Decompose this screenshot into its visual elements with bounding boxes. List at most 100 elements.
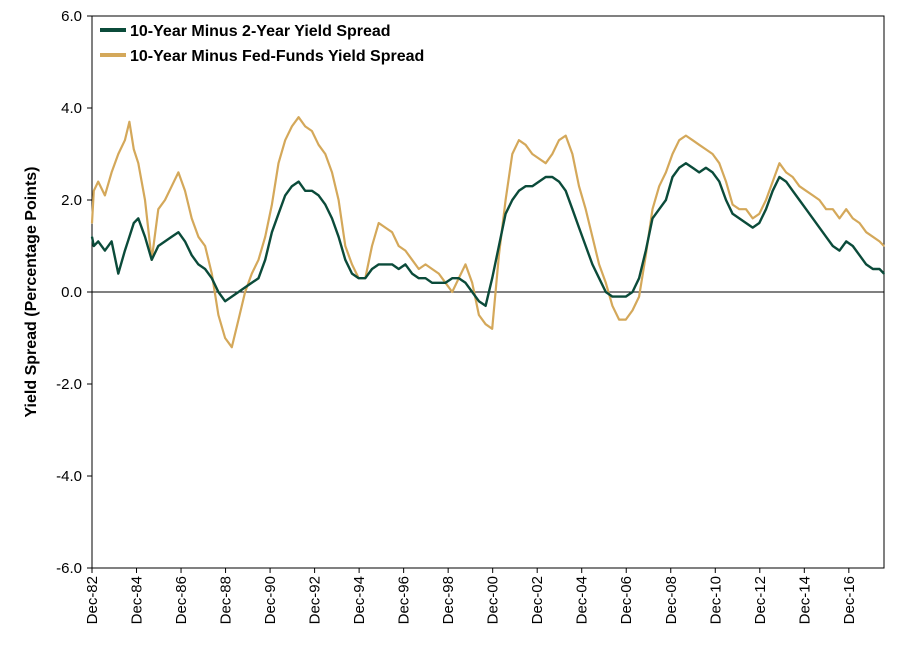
data-point [93, 190, 95, 192]
data-point [785, 180, 787, 183]
data-point [371, 245, 373, 247]
data-point [745, 222, 747, 224]
data-point [538, 180, 540, 183]
x-tick-label: Dec-14 [796, 576, 813, 624]
data-point [818, 226, 821, 229]
x-tick-label: Dec-10 [707, 576, 724, 624]
data-point [825, 208, 827, 210]
data-point [177, 171, 180, 174]
data-point [738, 217, 741, 220]
data-point [671, 176, 674, 178]
data-point [751, 226, 754, 229]
data-point [304, 190, 307, 192]
data-point [658, 208, 660, 210]
data-point [812, 194, 814, 197]
data-point [344, 245, 347, 247]
data-point [438, 272, 440, 275]
data-point [431, 282, 433, 284]
data-point [638, 295, 640, 298]
data-point [524, 185, 527, 187]
data-point [397, 245, 400, 247]
data-point [705, 148, 707, 151]
x-tick-label: Dec-08 [663, 576, 680, 624]
data-point [93, 245, 95, 247]
data-point [197, 263, 200, 266]
data-point [211, 277, 213, 280]
y-tick-label: 2.0 [61, 192, 82, 209]
data-point [251, 282, 253, 284]
data-point [304, 125, 307, 128]
data-point [277, 213, 280, 215]
data-point [484, 323, 487, 326]
data-point [357, 277, 360, 280]
data-point [391, 231, 393, 233]
data-point [397, 268, 400, 270]
data-point [217, 291, 220, 293]
data-point [564, 190, 567, 192]
data-point [344, 259, 347, 261]
data-point [544, 162, 547, 164]
data-point [658, 185, 660, 187]
data-point [197, 236, 200, 238]
data-point [605, 291, 607, 293]
data-point [651, 217, 654, 220]
data-point [351, 263, 353, 266]
data-point [745, 208, 747, 210]
data-point [184, 190, 186, 192]
data-point [671, 153, 674, 155]
series-layer [90, 116, 885, 349]
data-point [297, 116, 300, 118]
data-point [858, 222, 861, 224]
data-point [498, 245, 500, 247]
data-point [531, 185, 534, 187]
data-point [584, 245, 587, 247]
data-point [618, 318, 620, 321]
data-point [117, 272, 120, 275]
data-point [144, 236, 146, 238]
data-point [872, 236, 874, 238]
x-tick-label: Dec-00 [485, 576, 502, 624]
data-point [791, 190, 794, 192]
data-point [97, 240, 99, 243]
data-point [384, 226, 387, 229]
data-point [818, 199, 821, 201]
data-point [110, 240, 113, 243]
data-point [883, 272, 885, 275]
data-point [291, 185, 293, 187]
data-point [364, 277, 367, 280]
data-point [544, 176, 547, 178]
data-point [244, 286, 246, 289]
data-point [190, 217, 193, 220]
data-point [324, 203, 327, 206]
x-tick-label: Dec-98 [440, 576, 457, 624]
data-point [504, 199, 507, 201]
data-point [812, 217, 814, 220]
data-point [771, 190, 774, 192]
data-point [524, 144, 527, 146]
data-point [845, 208, 847, 210]
data-point [184, 240, 186, 243]
data-point [771, 180, 774, 183]
data-point [331, 217, 333, 220]
data-point [337, 199, 340, 201]
data-point [598, 263, 600, 266]
data-point [698, 144, 700, 146]
data-point [558, 139, 560, 141]
data-point [798, 185, 801, 187]
data-point [271, 231, 273, 233]
data-point [351, 272, 353, 275]
data-point [578, 185, 580, 187]
data-point [224, 300, 226, 303]
series-line [90, 162, 885, 307]
data-point [257, 259, 260, 261]
data-point [838, 217, 841, 220]
data-point [418, 268, 420, 270]
data-point [237, 291, 240, 293]
data-point [578, 226, 580, 229]
series-2-year-spread [90, 162, 885, 307]
data-point [625, 295, 627, 298]
data-point [491, 277, 494, 280]
data-point [832, 208, 834, 210]
data-point [170, 236, 173, 238]
